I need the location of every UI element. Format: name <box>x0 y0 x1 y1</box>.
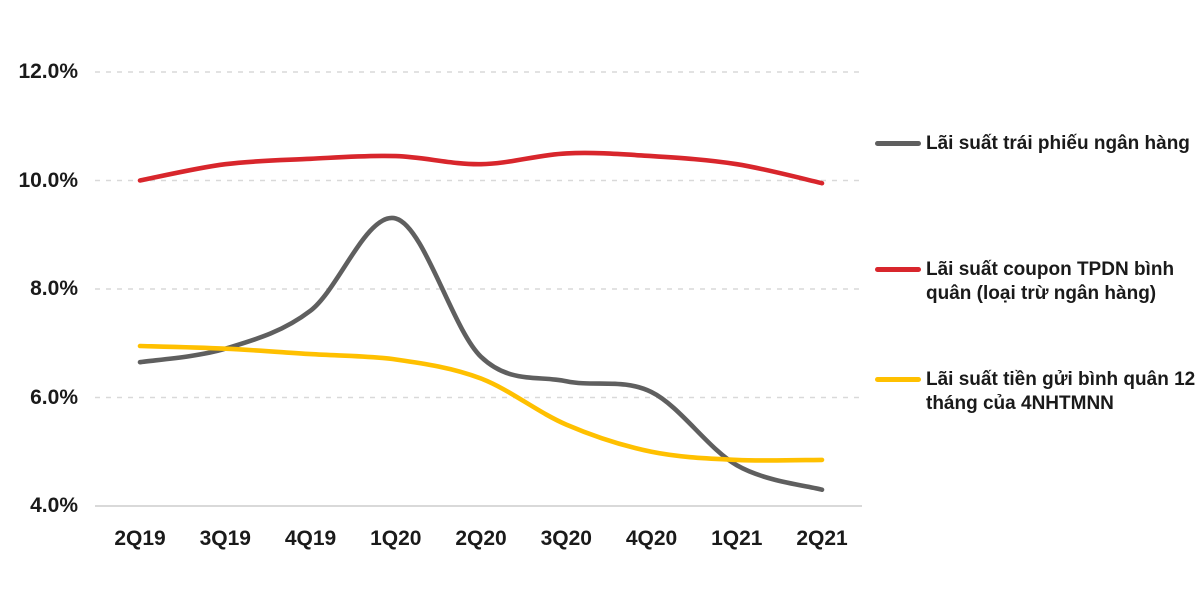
x-tick-label: 2Q20 <box>455 527 507 550</box>
x-tick-label: 4Q19 <box>284 527 337 550</box>
y-tick-label: 8.0% <box>30 277 78 300</box>
x-tick-label: 1Q21 <box>711 527 763 550</box>
y-tick-label: 4.0% <box>30 494 78 517</box>
legend-item-2: Lãi suất tiền gửi bình quân 12 tháng của … <box>875 368 1195 416</box>
series-line-0 <box>137 215 825 492</box>
legend-item-0: Lãi suất trái phiếu ngân hàng <box>875 132 1190 156</box>
y-tick-label: 10.0% <box>18 168 78 192</box>
legend-label: Lãi suất coupon TPDN bình quân (loại trừ … <box>926 259 1175 304</box>
legend-item-1: Lãi suất coupon TPDN bình quân (loại trừ … <box>875 258 1174 306</box>
series-line-2 <box>137 343 825 463</box>
x-tick-label: 2Q19 <box>114 527 166 550</box>
legend-line-swatch <box>875 141 921 146</box>
x-tick-label: 2Q21 <box>796 527 848 550</box>
legend-label: Lãi suất tiền gửi bình quân 12 tháng của … <box>926 369 1196 414</box>
legend-line-swatch <box>875 377 921 382</box>
x-tick-label: 4Q20 <box>625 527 678 550</box>
x-tick-label: 3Q20 <box>540 527 592 550</box>
y-tick-label: 12.0% <box>18 60 78 83</box>
series-line-1 <box>137 150 825 186</box>
legend-label: Lãi suất trái phiếu ngân hàng <box>926 133 1190 154</box>
y-tick-label: 6.0% <box>30 385 78 409</box>
x-tick-label: 1Q20 <box>370 527 422 550</box>
x-tick-label: 3Q19 <box>199 527 251 550</box>
legend-line-swatch <box>875 267 921 272</box>
